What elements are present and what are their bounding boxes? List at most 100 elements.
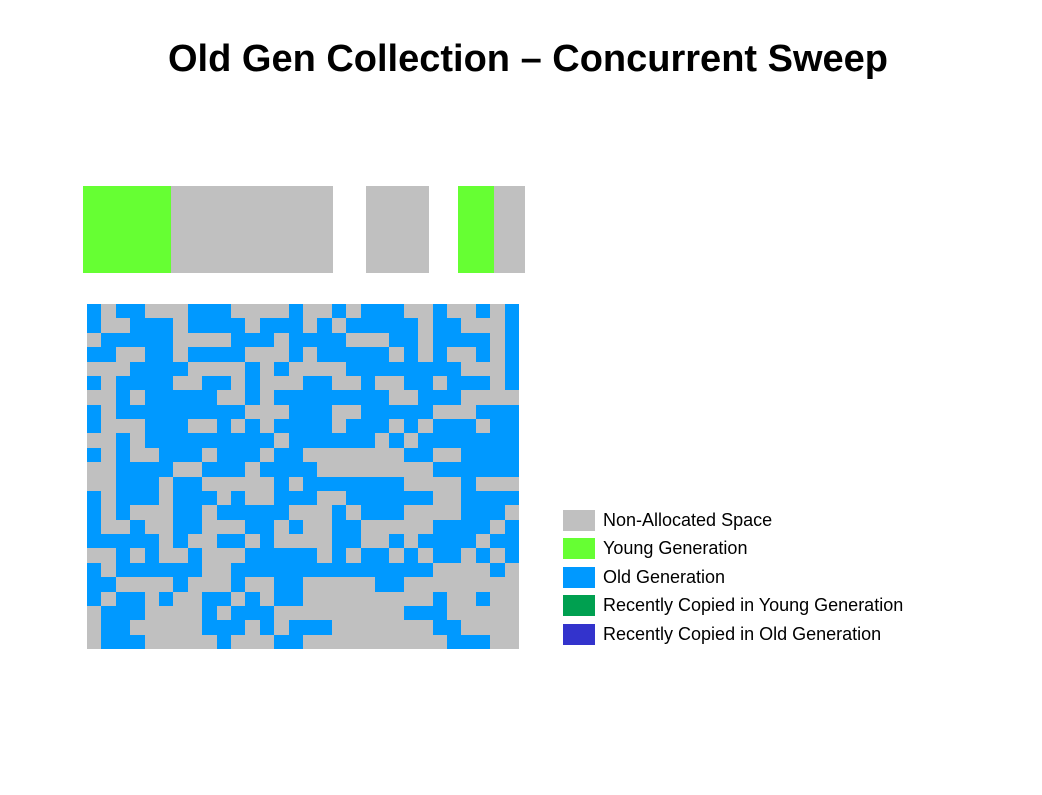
legend-item: Non-Allocated Space: [563, 506, 903, 535]
free-cell: [403, 476, 419, 491]
free-cell: [389, 447, 404, 463]
free-cell: [302, 591, 318, 606]
old-gen-cell: [130, 332, 145, 348]
old-gen-cell: [115, 332, 131, 348]
old-gen-cell: [216, 347, 231, 362]
old-gen-cell: [187, 347, 203, 362]
old-gen-cell: [374, 490, 390, 506]
survivor-space-1: [458, 186, 525, 273]
free-cell: [115, 361, 131, 376]
free-cell: [403, 634, 419, 649]
old-gen-cell: [288, 419, 303, 434]
free-cell: [87, 476, 102, 491]
free-cell: [432, 505, 447, 520]
old-gen-cell: [475, 304, 491, 319]
old-gen-cell: [245, 332, 260, 348]
free-cell: [317, 505, 332, 520]
free-cell: [446, 447, 462, 463]
free-cell: [461, 361, 476, 376]
free-cell: [274, 347, 289, 362]
old-gen-cell: [130, 490, 145, 506]
old-gen-cell: [158, 433, 174, 448]
free-cell: [87, 620, 102, 635]
free-cell: [490, 390, 505, 405]
old-gen-cell: [360, 375, 375, 391]
free-cell: [302, 447, 318, 463]
legend-label: Recently Copied in Old Generation: [603, 623, 882, 644]
free-cell: [158, 577, 174, 592]
old-gen-cell: [158, 361, 174, 376]
free-cell: [130, 620, 145, 635]
free-cell: [216, 490, 231, 506]
old-gen-cell: [158, 390, 174, 405]
old-gen-cell: [130, 304, 145, 319]
old-gen-cell: [216, 419, 231, 434]
free-cell: [158, 505, 174, 520]
free-cell: [288, 534, 303, 549]
old-gen-cell: [446, 548, 462, 563]
old-gen-cell: [317, 318, 332, 333]
old-gen-cell: [461, 375, 476, 391]
free-cell: [317, 490, 332, 506]
old-gen-cell: [144, 318, 159, 333]
old-gen-cell: [403, 347, 419, 362]
old-gen-cell: [389, 433, 404, 448]
free-cell: [288, 476, 303, 491]
free-cell: [374, 605, 390, 621]
free-cell: [202, 476, 217, 491]
old-gen-cell: [317, 419, 332, 434]
old-gen-cell: [187, 519, 203, 534]
old-gen-cell: [403, 375, 419, 391]
old-gen-cell: [115, 490, 131, 506]
old-gen-cell: [490, 562, 505, 578]
old-gen-cell: [87, 447, 102, 463]
old-gen-cell: [202, 462, 217, 477]
old-gen-cell: [158, 318, 174, 333]
free-cell: [461, 591, 476, 606]
old-gen-cell: [101, 634, 116, 649]
free-cell: [302, 318, 318, 333]
free-cell: [360, 447, 375, 463]
old-gen-cell: [115, 505, 131, 520]
free-cell: [101, 476, 116, 491]
old-gen-cell: [288, 304, 303, 319]
old-gen-cell: [490, 433, 505, 448]
free-cell: [346, 634, 361, 649]
free-cell: [259, 634, 275, 649]
legend-item: Recently Copied in Old Generation: [563, 620, 903, 649]
old-gen-cell: [158, 462, 174, 477]
free-cell: [158, 534, 174, 549]
old-gen-cell: [173, 433, 188, 448]
free-cell: [245, 318, 260, 333]
old-gen-cell: [274, 548, 289, 563]
free-cell: [490, 476, 505, 491]
free-cell: [475, 562, 491, 578]
old-gen-cell: [418, 534, 433, 549]
old-gen-cell: [144, 534, 159, 549]
old-gen-cell: [245, 433, 260, 448]
old-gen-cell: [446, 318, 462, 333]
free-cell: [403, 433, 419, 448]
free-cell: [446, 490, 462, 506]
old-gen-cell: [115, 375, 131, 391]
free-cell: [374, 534, 390, 549]
old-gen-cell: [173, 505, 188, 520]
free-cell: [87, 605, 102, 621]
free-cell: [173, 462, 188, 477]
old-gen-cell: [389, 534, 404, 549]
old-gen-cell: [360, 347, 375, 362]
old-gen-cell: [418, 375, 433, 391]
free-cell: [274, 375, 289, 391]
old-gen-cell: [288, 490, 303, 506]
old-gen-cell: [144, 390, 159, 405]
free-cell: [317, 605, 332, 621]
free-cell: [259, 390, 275, 405]
free-cell: [461, 347, 476, 362]
old-gen-cell: [87, 577, 102, 592]
free-cell: [259, 375, 275, 391]
free-cell: [202, 634, 217, 649]
free-cell: [331, 634, 347, 649]
free-cell: [302, 605, 318, 621]
old-gen-cell: [446, 332, 462, 348]
free-cell: [490, 375, 505, 391]
